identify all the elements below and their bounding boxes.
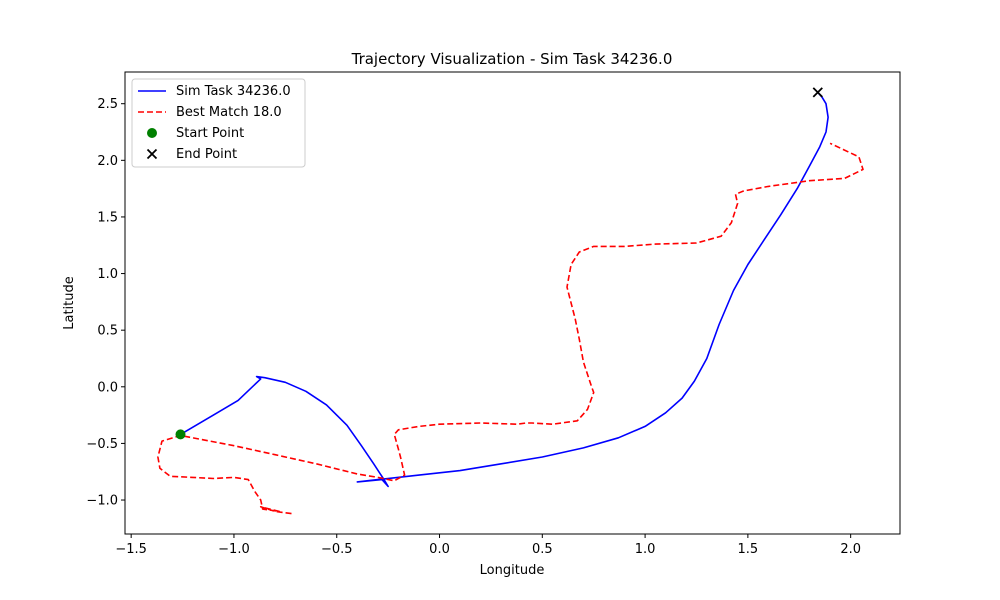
x-tick-label: −0.5	[321, 542, 353, 557]
chart-title: Trajectory Visualization - Sim Task 3423…	[351, 50, 673, 68]
y-axis-label: Latitude	[62, 276, 77, 330]
x-tick-label: 2.0	[840, 542, 861, 557]
legend-box	[131, 78, 306, 168]
series-line-best-match	[157, 142, 864, 515]
y-tick-label: −0.5	[86, 437, 118, 452]
x-tick-label: −1.0	[218, 542, 250, 557]
end-point-marker	[812, 87, 823, 98]
legend: Sim Task 34236.0 Best Match 18.0 Start P…	[131, 78, 306, 168]
x-tick-label: 0.0	[429, 542, 450, 557]
y-tick-label: 1.0	[97, 267, 118, 282]
y-tick-label: 2.0	[97, 154, 118, 169]
legend-label-best-match: Best Match 18.0	[176, 105, 282, 120]
y-tick-label: 2.5	[97, 97, 118, 112]
legend-label-start-point: Start Point	[176, 126, 244, 141]
y-tick-label: 0.0	[97, 380, 118, 395]
axes-frame	[124, 71, 901, 535]
x-tick-label: 1.0	[635, 542, 656, 557]
x-tick-label: −1.5	[115, 542, 147, 557]
y-tick-label: 1.5	[97, 210, 118, 225]
legend-label-sim-task: Sim Task 34236.0	[176, 84, 291, 99]
x-tick-label: 0.5	[532, 542, 553, 557]
legend-label-end-point: End Point	[176, 147, 237, 162]
y-tick-label: 0.5	[97, 324, 118, 339]
legend-marker-end-point	[146, 148, 158, 160]
legend-marker-start-point	[147, 128, 157, 138]
axis-ticks: −1.5 −1.0 −0.5 0.0 0.5 1.0 1.5 2.0 −1.0 −0.5 0.0 0.…	[86, 97, 861, 557]
y-tick-label: −1.0	[86, 494, 118, 509]
start-point-marker	[175, 429, 186, 440]
plot-area	[157, 87, 864, 515]
x-axis-label: Longitude	[480, 563, 545, 578]
x-tick-label: 1.5	[738, 542, 759, 557]
